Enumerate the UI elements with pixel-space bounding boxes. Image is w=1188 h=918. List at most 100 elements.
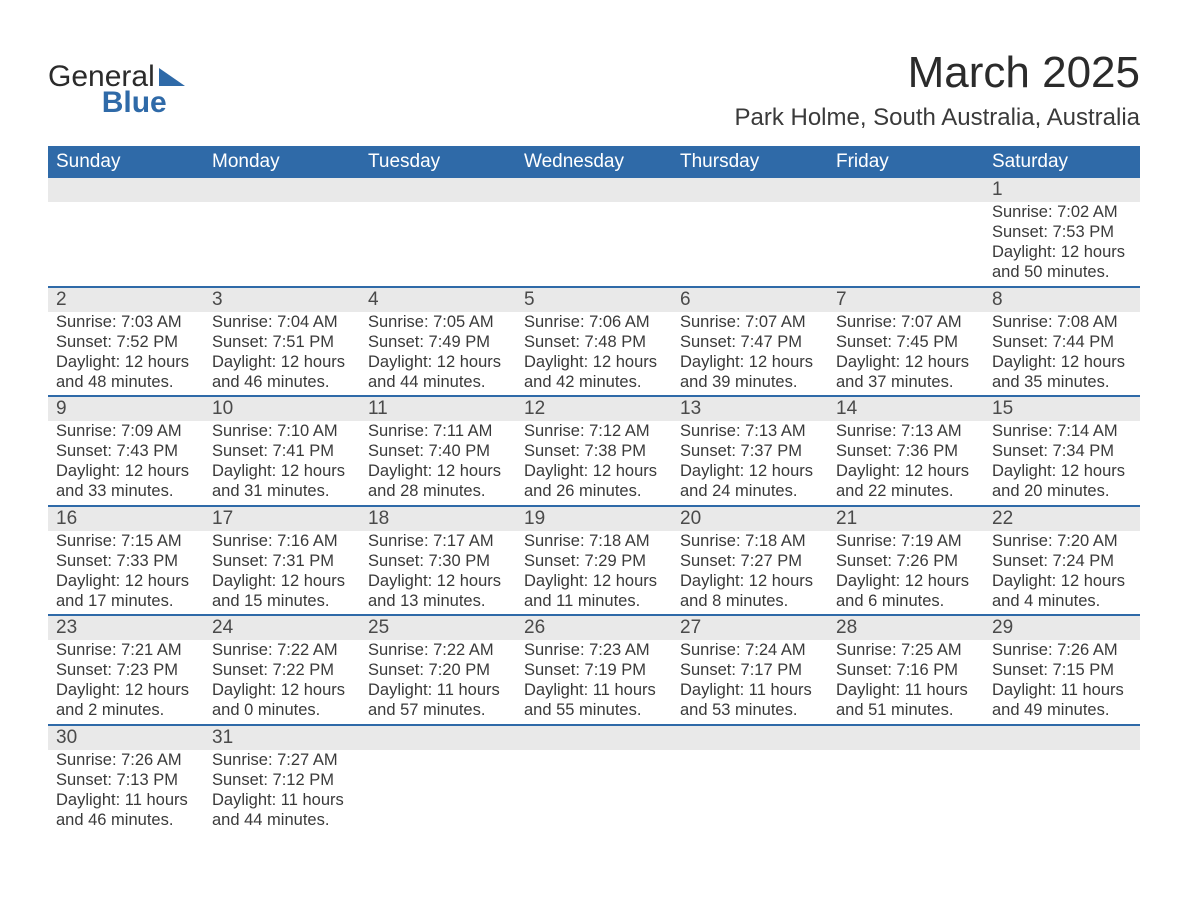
- day-cell: Sunrise: 7:02 AMSunset: 7:53 PMDaylight:…: [984, 202, 1140, 286]
- day-label: Wednesday: [516, 146, 672, 178]
- dl1-text: Daylight: 12 hours: [368, 571, 508, 591]
- day-number: [828, 726, 984, 750]
- day-number: 17: [204, 507, 360, 531]
- day-label: Sunday: [48, 146, 204, 178]
- day-number: [360, 178, 516, 202]
- month-title: March 2025: [734, 48, 1140, 98]
- day-label: Friday: [828, 146, 984, 178]
- sunrise-text: Sunrise: 7:19 AM: [836, 531, 976, 551]
- day-cell: Sunrise: 7:24 AMSunset: 7:17 PMDaylight:…: [672, 640, 828, 724]
- day-cell: Sunrise: 7:22 AMSunset: 7:20 PMDaylight:…: [360, 640, 516, 724]
- dl2-text: and 42 minutes.: [524, 372, 664, 392]
- dl1-text: Daylight: 12 hours: [56, 571, 196, 591]
- day-number: 6: [672, 288, 828, 312]
- day-number: 30: [48, 726, 204, 750]
- dl1-text: Daylight: 12 hours: [56, 352, 196, 372]
- day-cell: [204, 202, 360, 286]
- sunrise-text: Sunrise: 7:05 AM: [368, 312, 508, 332]
- calendar-header-row: SundayMondayTuesdayWednesdayThursdayFrid…: [48, 146, 1140, 178]
- dl1-text: Daylight: 11 hours: [836, 680, 976, 700]
- dl1-text: Daylight: 11 hours: [212, 790, 352, 810]
- dl1-text: Daylight: 12 hours: [524, 352, 664, 372]
- sunset-text: Sunset: 7:12 PM: [212, 770, 352, 790]
- dl2-text: and 44 minutes.: [368, 372, 508, 392]
- dl2-text: and 22 minutes.: [836, 481, 976, 501]
- sunrise-text: Sunrise: 7:18 AM: [680, 531, 820, 551]
- dl1-text: Daylight: 12 hours: [524, 461, 664, 481]
- logo: General Blue: [48, 48, 185, 118]
- sunrise-text: Sunrise: 7:07 AM: [836, 312, 976, 332]
- sunrise-text: Sunrise: 7:09 AM: [56, 421, 196, 441]
- dl1-text: Daylight: 11 hours: [56, 790, 196, 810]
- dl1-text: Daylight: 12 hours: [56, 680, 196, 700]
- day-number: 2: [48, 288, 204, 312]
- dayinfo-row: Sunrise: 7:02 AMSunset: 7:53 PMDaylight:…: [48, 202, 1140, 286]
- day-number: 3: [204, 288, 360, 312]
- dayinfo-row: Sunrise: 7:03 AMSunset: 7:52 PMDaylight:…: [48, 312, 1140, 396]
- day-label: Monday: [204, 146, 360, 178]
- day-number: 4: [360, 288, 516, 312]
- daynum-row: 16171819202122: [48, 506, 1140, 531]
- dl1-text: Daylight: 12 hours: [836, 352, 976, 372]
- sunrise-text: Sunrise: 7:23 AM: [524, 640, 664, 660]
- dl2-text: and 53 minutes.: [680, 700, 820, 720]
- day-cell: Sunrise: 7:27 AMSunset: 7:12 PMDaylight:…: [204, 750, 360, 834]
- dl1-text: Daylight: 12 hours: [992, 571, 1132, 591]
- day-cell: Sunrise: 7:17 AMSunset: 7:30 PMDaylight:…: [360, 531, 516, 615]
- day-number: [984, 726, 1140, 750]
- dl2-text: and 4 minutes.: [992, 591, 1132, 611]
- day-cell: Sunrise: 7:22 AMSunset: 7:22 PMDaylight:…: [204, 640, 360, 724]
- day-number: [204, 178, 360, 202]
- sunset-text: Sunset: 7:20 PM: [368, 660, 508, 680]
- header: General Blue March 2025 Park Holme, Sout…: [48, 48, 1140, 132]
- sunset-text: Sunset: 7:15 PM: [992, 660, 1132, 680]
- day-cell: Sunrise: 7:07 AMSunset: 7:45 PMDaylight:…: [828, 312, 984, 396]
- day-number: 21: [828, 507, 984, 531]
- sunrise-text: Sunrise: 7:08 AM: [992, 312, 1132, 332]
- day-number: 25: [360, 616, 516, 640]
- day-number: 15: [984, 397, 1140, 421]
- dl1-text: Daylight: 12 hours: [992, 461, 1132, 481]
- day-number: 27: [672, 616, 828, 640]
- day-cell: Sunrise: 7:25 AMSunset: 7:16 PMDaylight:…: [828, 640, 984, 724]
- daynum-row: 9101112131415: [48, 396, 1140, 421]
- sunrise-text: Sunrise: 7:17 AM: [368, 531, 508, 551]
- day-number: [516, 178, 672, 202]
- sunset-text: Sunset: 7:53 PM: [992, 222, 1132, 242]
- sunset-text: Sunset: 7:34 PM: [992, 441, 1132, 461]
- day-number: [828, 178, 984, 202]
- dl1-text: Daylight: 11 hours: [524, 680, 664, 700]
- day-number: 31: [204, 726, 360, 750]
- sunset-text: Sunset: 7:24 PM: [992, 551, 1132, 571]
- calendar: SundayMondayTuesdayWednesdayThursdayFrid…: [48, 146, 1140, 833]
- dl1-text: Daylight: 12 hours: [212, 461, 352, 481]
- dl1-text: Daylight: 12 hours: [56, 461, 196, 481]
- sunrise-text: Sunrise: 7:25 AM: [836, 640, 976, 660]
- dl2-text: and 24 minutes.: [680, 481, 820, 501]
- dl2-text: and 17 minutes.: [56, 591, 196, 611]
- sunrise-text: Sunrise: 7:24 AM: [680, 640, 820, 660]
- dayinfo-row: Sunrise: 7:26 AMSunset: 7:13 PMDaylight:…: [48, 750, 1140, 834]
- dl1-text: Daylight: 11 hours: [680, 680, 820, 700]
- day-cell: Sunrise: 7:20 AMSunset: 7:24 PMDaylight:…: [984, 531, 1140, 615]
- logo-mark-icon: [159, 68, 185, 86]
- dl2-text: and 51 minutes.: [836, 700, 976, 720]
- sunrise-text: Sunrise: 7:06 AM: [524, 312, 664, 332]
- dl1-text: Daylight: 11 hours: [368, 680, 508, 700]
- sunset-text: Sunset: 7:41 PM: [212, 441, 352, 461]
- day-cell: Sunrise: 7:15 AMSunset: 7:33 PMDaylight:…: [48, 531, 204, 615]
- day-cell: Sunrise: 7:18 AMSunset: 7:27 PMDaylight:…: [672, 531, 828, 615]
- dl1-text: Daylight: 12 hours: [368, 352, 508, 372]
- dl2-text: and 44 minutes.: [212, 810, 352, 830]
- sunset-text: Sunset: 7:44 PM: [992, 332, 1132, 352]
- dl2-text: and 46 minutes.: [212, 372, 352, 392]
- sunset-text: Sunset: 7:27 PM: [680, 551, 820, 571]
- sunset-text: Sunset: 7:45 PM: [836, 332, 976, 352]
- dl2-text: and 13 minutes.: [368, 591, 508, 611]
- day-number: 26: [516, 616, 672, 640]
- daynum-row: 2345678: [48, 287, 1140, 312]
- calendar-week: 23242526272829Sunrise: 7:21 AMSunset: 7:…: [48, 615, 1140, 725]
- day-cell: [360, 750, 516, 834]
- dl1-text: Daylight: 12 hours: [524, 571, 664, 591]
- sunrise-text: Sunrise: 7:11 AM: [368, 421, 508, 441]
